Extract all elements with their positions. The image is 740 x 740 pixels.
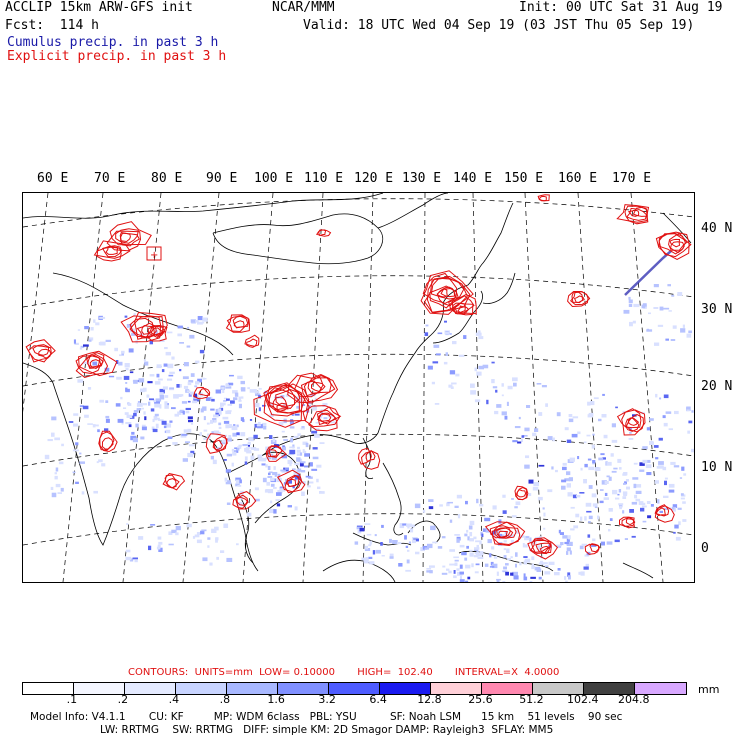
lat-label: 0 bbox=[701, 541, 709, 556]
model-title: ACCLIP 15km ARW-GFS init bbox=[5, 0, 193, 15]
lat-label: 20 N bbox=[701, 379, 733, 394]
legend-tick: 51.2 bbox=[519, 693, 544, 706]
lon-label: 110 E bbox=[304, 171, 344, 186]
legend-swatch bbox=[278, 683, 329, 694]
lon-label: 100 E bbox=[254, 171, 294, 186]
legend-swatch bbox=[584, 683, 635, 694]
legend-tick: 1.6 bbox=[267, 693, 285, 706]
model-info-line2: LW: RRTMG SW: RRTMG DIFF: simple KM: 2D … bbox=[100, 724, 554, 736]
legend-swatch bbox=[125, 683, 176, 694]
lon-label: 80 E bbox=[151, 171, 183, 186]
legend-swatch bbox=[227, 683, 278, 694]
cumulus-legend-label: Cumulus precip. in past 3 h bbox=[7, 35, 219, 50]
lat-label: 10 N bbox=[701, 460, 733, 475]
lon-label: 160 E bbox=[558, 171, 598, 186]
lon-label: 170 E bbox=[612, 171, 652, 186]
legend-swatch bbox=[635, 683, 686, 694]
legend-swatch bbox=[23, 683, 74, 694]
lon-label: 140 E bbox=[453, 171, 493, 186]
color-legend-bar bbox=[22, 682, 687, 695]
init-time: Init: 00 UTC Sat 31 Aug 19 bbox=[519, 0, 723, 15]
coastlines-borders bbox=[23, 193, 692, 582]
legend-tick: 25.6 bbox=[468, 693, 493, 706]
lon-label: 60 E bbox=[37, 171, 69, 186]
legend-tick: 6.4 bbox=[369, 693, 387, 706]
legend-tick: 204.8 bbox=[618, 693, 650, 706]
lat-lon-grid bbox=[23, 193, 694, 582]
station-marker: + bbox=[146, 246, 162, 261]
contours-info: CONTOURS: UNITS=mm LOW= 0.10000 HIGH= 10… bbox=[128, 667, 560, 678]
source-label: NCAR/MMM bbox=[272, 0, 335, 15]
map-canvas: + bbox=[23, 193, 694, 582]
valid-time: Valid: 18 UTC Wed 04 Sep 19 (03 JST Thu … bbox=[303, 18, 695, 33]
lat-label: 40 N bbox=[701, 221, 733, 236]
legend-unit: mm bbox=[698, 683, 720, 696]
legend-tick: .8 bbox=[219, 693, 231, 706]
legend-tick: .1 bbox=[66, 693, 78, 706]
lon-label: 120 E bbox=[354, 171, 394, 186]
lon-label: 130 E bbox=[402, 171, 442, 186]
lon-label: 150 E bbox=[504, 171, 544, 186]
legend-swatch bbox=[482, 683, 533, 694]
legend-swatch bbox=[74, 683, 125, 694]
forecast-hour: Fcst: 114 h bbox=[5, 18, 99, 33]
cumulus-precip-areas bbox=[44, 250, 694, 582]
legend-tick: 3.2 bbox=[318, 693, 336, 706]
lon-label: 70 E bbox=[94, 171, 126, 186]
explicit-legend-label: Explicit precip. in past 3 h bbox=[7, 49, 227, 64]
legend-swatch bbox=[533, 683, 584, 694]
legend-tick: .4 bbox=[168, 693, 180, 706]
model-info-line1: Model Info: V4.1.1 CU: KF MP: WDM 6class… bbox=[30, 711, 623, 723]
explicit-precip-contours bbox=[25, 194, 692, 560]
legend-swatch bbox=[176, 683, 227, 694]
lon-label: 90 E bbox=[206, 171, 238, 186]
legend-tick: .2 bbox=[117, 693, 129, 706]
legend-swatch bbox=[431, 683, 482, 694]
lat-label: 30 N bbox=[701, 302, 733, 317]
legend-swatch bbox=[380, 683, 431, 694]
legend-tick: 102.4 bbox=[567, 693, 599, 706]
precipitation-map: + bbox=[22, 192, 695, 583]
svg-text:+: + bbox=[150, 250, 158, 261]
legend-swatch bbox=[329, 683, 380, 694]
legend-tick: 12.8 bbox=[417, 693, 442, 706]
